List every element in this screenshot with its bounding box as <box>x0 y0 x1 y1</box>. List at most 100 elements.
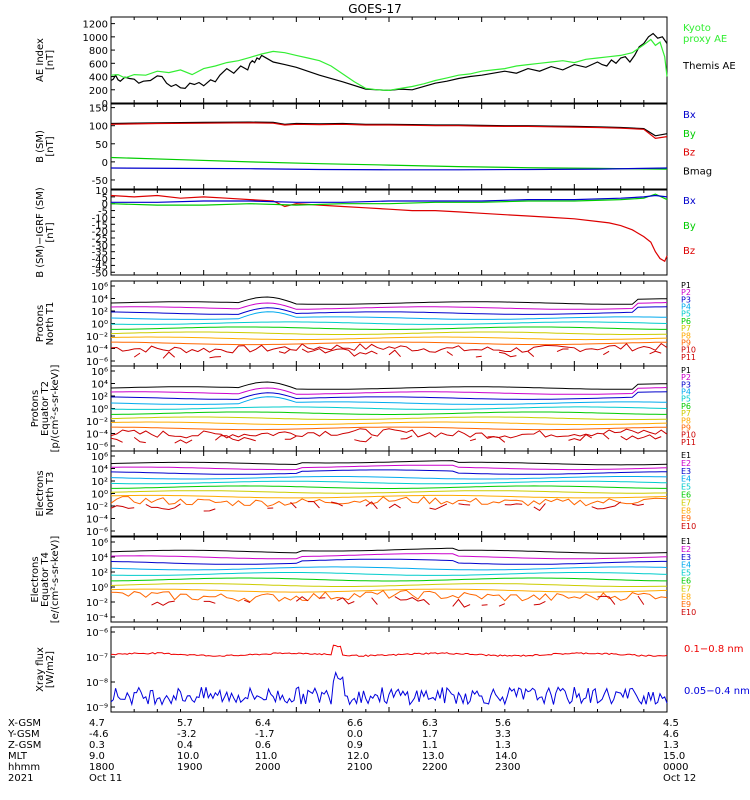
footer-value: Oct 12 <box>663 773 697 784</box>
legend-channel: P7 <box>681 324 691 333</box>
flux-channel-e10 <box>365 501 378 510</box>
flux-channel-p7 <box>110 416 668 420</box>
legend-channel: P2 <box>681 373 691 382</box>
y-tick-label: 10⁰ <box>91 320 108 331</box>
footer-row-label: Y-GSM <box>8 729 40 740</box>
legend-channel: P3 <box>681 380 691 389</box>
y-tick-label: 10⁻⁴ <box>86 430 108 441</box>
legend-item: Kyoto <box>683 23 711 34</box>
y-tick-label: 800 <box>89 46 108 57</box>
flux-channel-p11 <box>174 439 193 444</box>
y-tick-label: 0 <box>102 99 108 110</box>
y-tick-label: 50 <box>95 140 108 151</box>
legend-channel: P5 <box>681 310 691 319</box>
flux-channel-p3 <box>111 306 668 315</box>
y-axis-label: B (SM)−IGRF (SM) <box>35 187 46 278</box>
y-tick-label: 10⁻⁴ <box>86 345 108 356</box>
flux-channel-e10 <box>145 503 181 511</box>
legend-item: Bx <box>683 196 696 207</box>
flux-channel-p10 <box>110 342 668 354</box>
panel-bsm: B (SM) [nT] 150 100 50 0 -50 Bx By Bz Bmag <box>35 103 712 190</box>
legend-channel: P11 <box>681 438 696 447</box>
footer-value: 1.1 <box>422 740 438 751</box>
legend-channel: E2 <box>681 545 691 554</box>
flux-channel-p11 <box>498 351 517 358</box>
flux-channel-p1 <box>110 381 668 390</box>
panel-bigrf: B (SM)−IGRF (SM) [nT]1050-5-10-15-20-25-3… <box>35 186 696 279</box>
panel-protons_equator: Protons Equator T2 [p/(cm²-s-sr-keV)] 10⁶ 10… <box>30 365 696 453</box>
flux-channel-p3 <box>111 391 668 400</box>
y-tick-label: -40 <box>92 255 108 266</box>
flux-channel-e10 <box>498 603 505 607</box>
y-tick-label: 10⁶ <box>91 282 108 293</box>
flux-channel-p11 <box>487 436 506 443</box>
flux-channel-e4 <box>110 476 668 480</box>
y-tick-label: 10⁰ <box>91 583 108 594</box>
legend-item: 0.05−0.4 nm <box>684 686 750 697</box>
flux-channel-p11 <box>133 437 146 444</box>
flux-channel-p8 <box>110 336 668 341</box>
legend-channel: E9 <box>681 514 691 523</box>
flux-channel-e1 <box>110 547 668 554</box>
y-axis-label: North T1 <box>45 302 56 346</box>
flux-channel-p4 <box>110 311 668 320</box>
flux-channel-e6 <box>111 485 667 489</box>
flux-channel-e10 <box>452 598 471 608</box>
y-axis-label: Equator T4 <box>40 552 51 607</box>
series-xray-long <box>111 644 668 657</box>
flux-channel-e5 <box>110 572 668 576</box>
legend-channel: P10 <box>681 431 696 440</box>
legend-channel: P8 <box>681 416 691 425</box>
flux-channel-p11 <box>446 351 453 356</box>
footer-row-label: Z-GSM <box>8 740 42 751</box>
panel-electrons_equator: Electrons Equator T4 [e/(cm²-s-sr-keV)] 10⁶… <box>30 536 696 624</box>
y-tick-label: 1200 <box>83 20 108 31</box>
flux-channel-e10 <box>203 508 216 512</box>
y-tick-label: 10⁶ <box>91 367 108 378</box>
y-axis-label: AE Index <box>35 38 46 82</box>
flux-channel-p7 <box>110 331 668 335</box>
legend-channel: E7 <box>681 498 691 507</box>
footer-row-label: X-GSM <box>8 718 42 729</box>
flux-channel-e10 <box>533 503 546 512</box>
y-tick-label: 10⁴ <box>91 295 108 306</box>
flux-channel-e10 <box>533 600 546 606</box>
footer-value: -4.6 <box>89 729 109 740</box>
footer-value: 6.6 <box>347 718 363 729</box>
y-tick-label: 10⁻² <box>86 598 108 609</box>
flux-channel-p10 <box>110 428 668 439</box>
flux-channel-e9 <box>110 589 668 603</box>
legend-channel: E4 <box>681 475 691 484</box>
footer-value: 14.0 <box>495 751 518 762</box>
y-tick-label: 10 <box>95 186 108 197</box>
flux-channel-p11 <box>649 350 662 355</box>
y-tick-label: 10⁻⁶ <box>86 527 108 538</box>
panel-ae: AE Index [nT] 1200 1000 800 600 400 200 0 Kyotopr… <box>35 16 736 110</box>
footer-value: 2100 <box>347 762 373 773</box>
legend-channel: P1 <box>681 366 691 375</box>
legend-channel: P10 <box>681 346 696 355</box>
legend-item: proxy AE <box>683 34 727 45</box>
footer-value: 11.0 <box>255 751 278 762</box>
panel-frame <box>110 450 668 537</box>
legend-channel: P6 <box>681 317 691 326</box>
y-axis-label: [nT] <box>45 136 56 156</box>
y-axis-label: Protons <box>30 390 41 427</box>
y-tick-label: 0 <box>102 158 108 169</box>
footer-value: 6.4 <box>255 718 271 729</box>
flux-channel-p11 <box>278 348 291 354</box>
flux-channel-e3 <box>110 558 667 565</box>
flux-channel-p11 <box>214 435 256 442</box>
legend-channel: P2 <box>681 288 691 297</box>
y-tick-label: 400 <box>89 73 108 84</box>
y-tick-label: 10⁰ <box>91 490 108 501</box>
flux-channel-p11 <box>162 351 176 359</box>
y-tick-label: -30 <box>92 241 108 252</box>
footer-value: 4.5 <box>663 718 679 729</box>
legend-channel: E3 <box>681 467 691 476</box>
y-tick-label: 10⁻⁴ <box>86 613 108 624</box>
legend-channel: E10 <box>681 522 696 531</box>
flux-channel-e10 <box>307 501 320 509</box>
footer-row: 2021 Oct 11 Oct 12 <box>0 773 750 784</box>
